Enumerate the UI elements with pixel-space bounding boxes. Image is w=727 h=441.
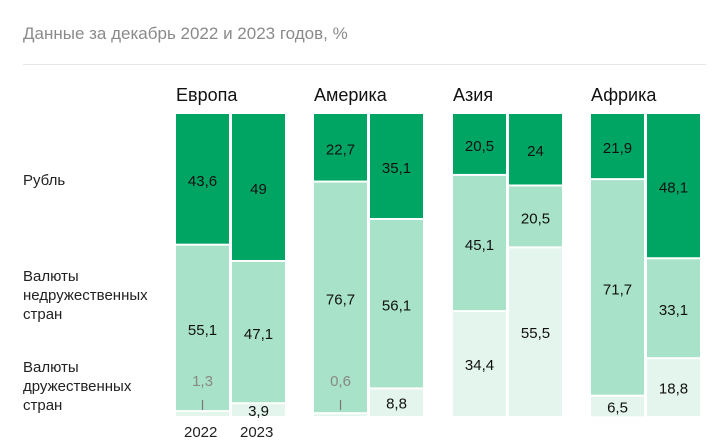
group-label-america: Америка [314,85,387,105]
bar-segment-rub [647,114,700,258]
bar-segment-unfriendly [509,186,562,247]
bar-segment-unfriendly [314,182,367,413]
bar-segment-rub [453,114,506,174]
bar-segment-friendly [453,312,506,416]
bar-segment-rub [176,114,229,244]
data-label: 76,7 [326,291,355,308]
data-label: 49 [250,181,267,198]
divider [23,64,706,65]
data-label: 48,1 [659,180,688,197]
data-label: 18,8 [659,381,688,398]
data-label: 34,4 [465,357,494,374]
data-label: 22,7 [326,141,355,158]
bar-segment-unfriendly [647,259,700,358]
data-label: 20,5 [465,138,494,155]
legend-label-friendly: Валюты дружественных стран [23,359,132,414]
group-label-asia: Азия [453,85,494,105]
stacked-bar-chart: 43,6 55,1 1,3 49 47,1 3,9 22,7 76,7 0,6 35,1 56,1 8… [176,114,700,420]
data-label: 71,7 [603,281,632,298]
data-label: 35,1 [382,160,411,177]
data-label: 24 [527,143,544,160]
bar-segment-friendly [509,248,562,416]
bar-segment-rub [232,114,285,260]
group-label-africa: Африка [591,85,657,105]
data-label: 20,5 [521,210,550,227]
data-label: 8,8 [386,396,407,413]
data-label: 45,1 [465,237,494,254]
legend-label-ruble: Рубль [23,172,66,189]
bar-segment-friendly [370,389,423,416]
bar-segment-unfriendly [176,245,229,411]
data-label: 1,3 [192,373,213,390]
bar-segment-rub [509,114,562,185]
data-label: 43,6 [188,173,217,190]
chart-subtitle: Данные за декабрь 2022 и 2023 годов, % [23,24,348,43]
bar-segment-friendly [232,404,285,416]
data-label: 47,1 [244,326,273,343]
data-label: 0,6 [330,373,351,390]
bar-segment-unfriendly [591,180,644,395]
data-label: 33,1 [659,302,688,319]
legend-label-unfriendly: Валюты недружественных стран [23,268,148,323]
bar-segment-rub [314,114,367,181]
bar-segment-rub [591,114,644,179]
bar-segment-friendly [314,414,367,416]
bar-segment-friendly [647,359,700,416]
bar-segment-friendly [176,412,229,416]
bar-segment-unfriendly [232,261,285,403]
data-label: 21,9 [603,140,632,157]
bar-segment-unfriendly [370,220,423,388]
data-label: 6,5 [607,399,628,416]
data-label: 55,5 [521,325,550,342]
data-label: 55,1 [188,322,217,339]
data-label: 3,9 [248,403,269,420]
bar-segment-unfriendly [453,175,506,311]
bar-segment-friendly [591,396,644,417]
bar-segment-rub [370,114,423,219]
group-label-europe: Европа [176,85,238,105]
data-label: 56,1 [382,298,411,315]
